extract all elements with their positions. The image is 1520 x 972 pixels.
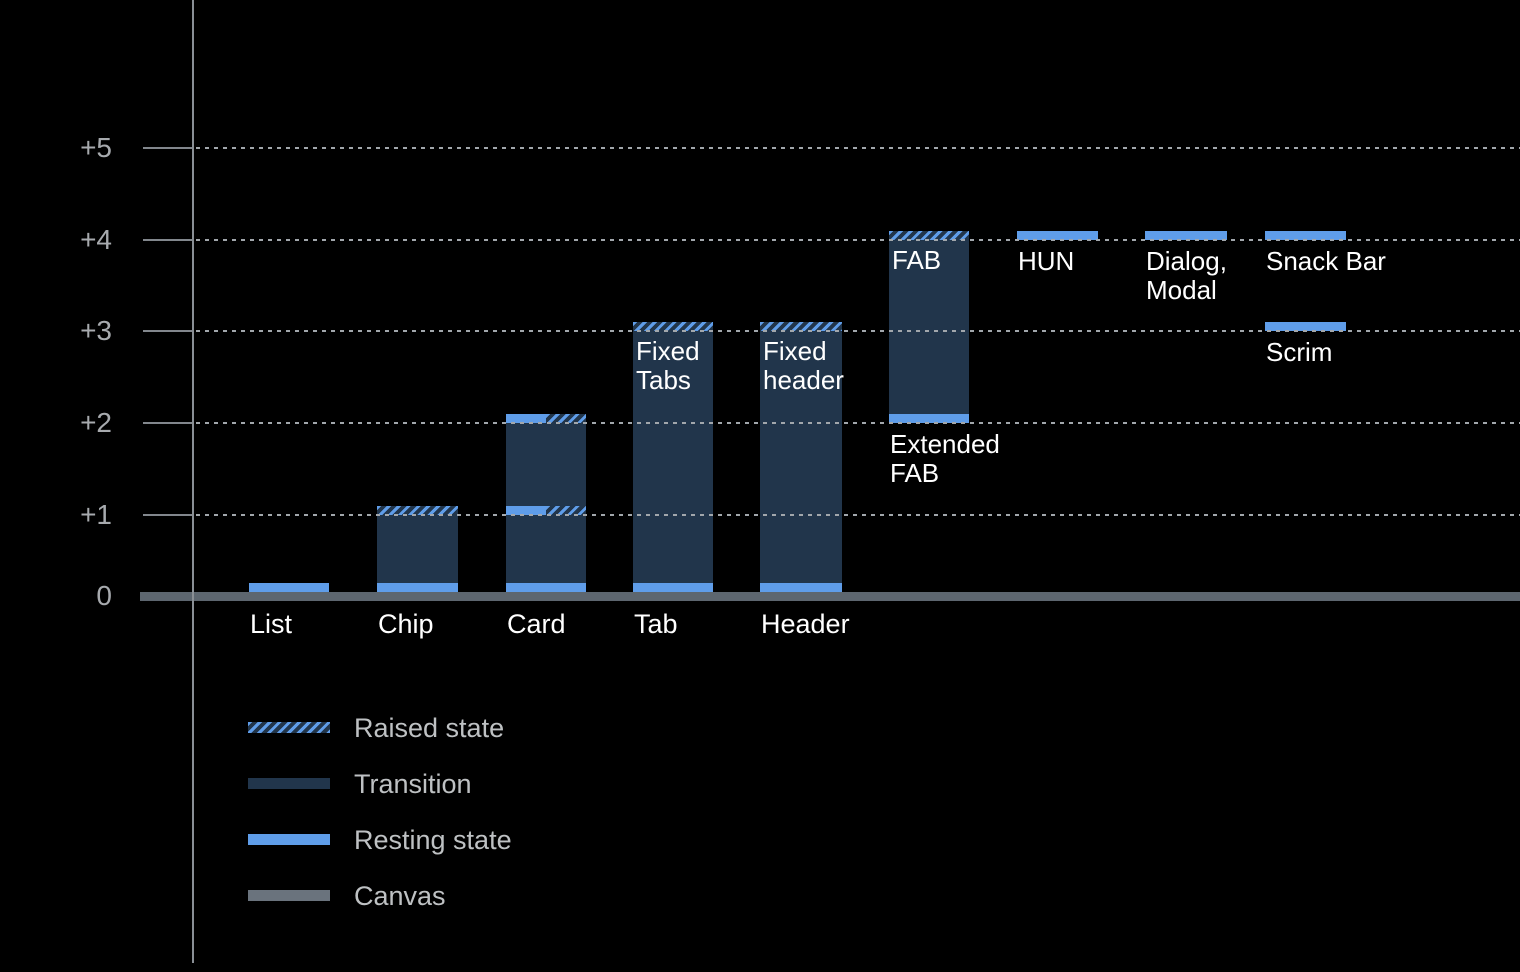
bar-dialog-modal-resting-band — [1145, 231, 1227, 240]
gridline-+4 — [196, 239, 1520, 241]
bar-fab-resting-band — [889, 414, 969, 423]
legend-label-canvas: Canvas — [354, 881, 446, 911]
tick-label-+3: +3 — [80, 315, 112, 346]
bar-card-transition — [506, 423, 586, 506]
tick-line-+1 — [143, 514, 192, 516]
bar-tab-resting-band — [633, 583, 713, 592]
gridline-+2 — [196, 422, 1520, 424]
tick-line-+3 — [143, 330, 192, 332]
gridline-+5 — [196, 147, 1520, 149]
label-chip: Chip — [378, 609, 434, 639]
tick-label-+2: +2 — [80, 407, 112, 438]
label-hun-below: HUN — [1018, 246, 1075, 276]
bar-card-resting-band — [506, 583, 586, 592]
bar-tab-transition — [633, 331, 713, 583]
label-header: Header — [761, 609, 850, 639]
label-dialog-modal-below: Dialog, Modal — [1146, 246, 1227, 305]
y-axis-line — [192, 0, 194, 963]
bar-fab-transition — [889, 240, 969, 414]
label-list: List — [250, 609, 293, 639]
tick-label-+4: +4 — [80, 224, 112, 255]
bar-header-resting-band — [760, 583, 842, 592]
label-fab-below: Extended FAB — [890, 429, 1000, 488]
label-header-inside: Fixed header — [763, 336, 844, 395]
bar-snack-bar-resting-band — [1265, 231, 1346, 240]
label-fab-inside: FAB — [892, 245, 942, 275]
bar-chip-raised-band — [377, 506, 458, 515]
label-card: Card — [507, 609, 566, 639]
label-tab-inside: Fixed Tabs — [636, 336, 700, 395]
bar-chip-resting-band — [377, 583, 458, 592]
legend-label-raised: Raised state — [354, 713, 505, 743]
tick-label-+1: +1 — [80, 499, 112, 530]
bar-hun-resting-band — [1017, 231, 1098, 240]
bar-fab-raised-band — [889, 231, 969, 240]
legend-swatch-transition-icon — [248, 778, 330, 789]
legend-swatch-canvas-icon — [248, 890, 330, 901]
tick-line-+4 — [143, 239, 192, 241]
tick-line-+5 — [143, 147, 192, 149]
gridline-+3 — [196, 330, 1520, 332]
tick-label-0: 0 — [96, 580, 112, 611]
bar-header-raised-band — [760, 322, 842, 331]
bar-scrim-resting-band — [1265, 322, 1346, 331]
legend-swatch-raised-icon — [248, 722, 330, 733]
legend-label-transition: Transition — [354, 769, 472, 799]
canvas-line — [140, 592, 1520, 601]
label-scrim-below: Scrim — [1266, 337, 1333, 367]
label-tab: Tab — [634, 609, 678, 639]
bar-card-resting-band — [506, 414, 546, 423]
legend-swatch-resting-icon — [248, 834, 330, 845]
bar-header-transition — [760, 331, 842, 583]
bar-tab-raised-band — [633, 322, 713, 331]
bar-card-transition — [506, 515, 586, 583]
bar-card-raised-band — [546, 506, 586, 515]
tick-label-+5: +5 — [80, 132, 112, 163]
bar-chip-transition — [377, 515, 458, 583]
label-snack-bar-below: Snack Bar — [1266, 246, 1386, 276]
bar-card-raised-band — [546, 414, 586, 423]
legend-label-resting: Resting state — [354, 825, 512, 855]
tick-line-+2 — [143, 422, 192, 424]
gridline-+1 — [196, 514, 1520, 516]
bar-card-resting-band — [506, 506, 546, 515]
bar-list-resting-band — [249, 583, 329, 592]
